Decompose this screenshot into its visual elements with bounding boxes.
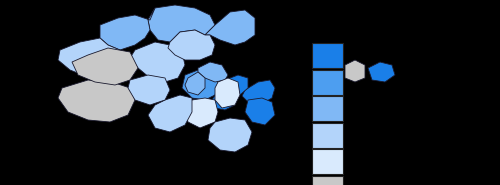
Polygon shape [222,75,248,95]
Polygon shape [148,95,192,132]
Polygon shape [185,98,218,128]
Polygon shape [212,90,235,110]
Polygon shape [215,78,240,108]
Polygon shape [58,80,135,122]
Polygon shape [185,72,205,95]
Bar [312,70,343,95]
Bar [312,149,343,174]
Polygon shape [72,48,138,85]
Polygon shape [368,62,395,82]
Polygon shape [58,38,120,78]
Bar [312,176,343,185]
Bar [312,123,343,148]
Bar [312,96,343,121]
Polygon shape [245,98,275,125]
Polygon shape [205,10,255,45]
Polygon shape [182,70,218,100]
Polygon shape [242,80,275,105]
Polygon shape [208,118,252,152]
Polygon shape [130,42,185,82]
Polygon shape [168,30,215,60]
Bar [312,43,343,68]
Polygon shape [345,60,365,82]
Polygon shape [198,62,228,82]
Polygon shape [128,75,170,105]
Polygon shape [148,5,215,42]
Polygon shape [100,8,155,50]
